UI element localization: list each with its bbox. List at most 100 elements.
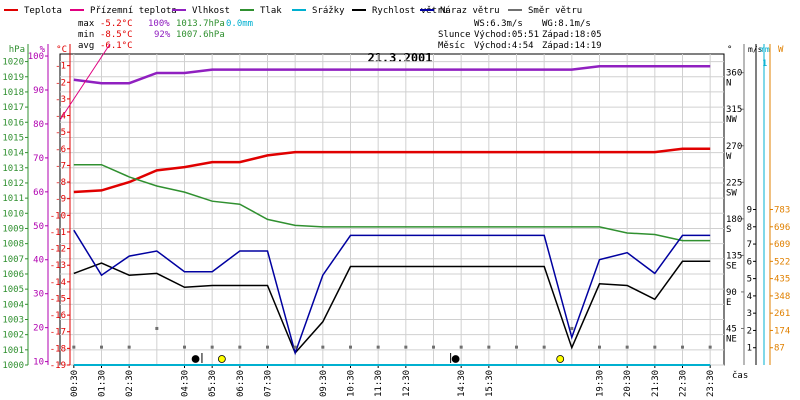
stats-block: max -5.2°C 100% 1013.7hPa 0.0mm min -8.5… (78, 19, 602, 51)
temperature-axis-tick-label: -1 (55, 62, 66, 72)
humidity-axis-label: % (40, 45, 46, 55)
speed-axis-label: m/s (748, 45, 763, 54)
temperature-axis-tick-label: -6 (55, 145, 66, 155)
pressure-axis-tick-label: 1000 (2, 361, 24, 371)
sun-label: Slunce (438, 30, 471, 40)
direction-tick-label: 135 (726, 251, 742, 261)
legend-label: Tlak (260, 6, 282, 16)
humidity-axis-tick-label: 100 (28, 52, 44, 62)
direction-tick-label: 90 (726, 288, 737, 298)
x-tick-label: 06:30 (236, 370, 246, 397)
x-tick-label: 00:30 (70, 370, 80, 397)
temperature-axis-tick-label: -3 (55, 95, 66, 105)
speed-tick-label: 7 (747, 240, 752, 250)
legend-item-prizemni-teplota: Přízemní teplota (70, 6, 177, 16)
legend-item-srazky: Srážky (292, 6, 345, 16)
sunrise-marker (217, 355, 226, 363)
temperature-axis-tick-label: -19 (50, 361, 66, 371)
direction-axis-label: ° (727, 45, 732, 55)
direction-point (321, 345, 325, 349)
ground-temp-line (59, 43, 111, 121)
speed-tick-label: 6 (747, 257, 752, 267)
x-tick-label: 09:30 (319, 370, 329, 397)
stat-max-hum: 100% (148, 19, 170, 29)
direction-tick-dir: NE (726, 334, 737, 344)
humidity-axis-tick-label: 20 (33, 324, 44, 334)
legend-item-rychlost-vetru: Rychlost větru (352, 6, 448, 16)
wind-wg: WG:8.1m/s (542, 19, 591, 29)
legend-label: Rychlost větru (372, 6, 448, 16)
stat-min-hum: 92% (154, 30, 171, 40)
humidity-axis-tick-label: 40 (33, 256, 44, 266)
x-tick-label: 04:30 (181, 370, 191, 397)
moon-rise: Východ:4:54 (474, 41, 534, 51)
sun-set: Západ:18:05 (542, 30, 602, 40)
radiation-tick-label: 348 (774, 292, 790, 302)
radiation-tick-label: 261 (774, 309, 790, 319)
direction-tick-dir: E (726, 298, 731, 308)
direction-tick-dir: SW (726, 188, 737, 198)
humidity-axis-tick-label: 60 (33, 188, 44, 198)
direction-point (459, 345, 463, 349)
x-axis-label: čas (732, 370, 748, 381)
pressure-axis-tick-label: 1004 (2, 300, 24, 310)
pressure-axis-tick-label: 1016 (2, 118, 24, 128)
direction-point (349, 345, 352, 349)
stat-min-temp: -8.5°C (100, 30, 133, 40)
humidity-axis-tick-label: 30 (33, 290, 44, 300)
temperature-axis-tick-label: -8 (55, 178, 66, 188)
radiation-tick-label: 783 (774, 206, 790, 216)
radiation-tick-label: 696 (774, 223, 790, 233)
chart-title: 21.3.2001 (367, 51, 432, 65)
direction-point (681, 345, 684, 349)
direction-tick-dir: SE (726, 261, 737, 271)
direction-point (210, 345, 214, 349)
pressure-axis-tick-label: 1005 (2, 285, 24, 295)
x-tick-label: 11:30 (374, 370, 384, 397)
temperature-axis-tick-label: -17 (50, 328, 66, 338)
temperature-axis-label: °C (56, 45, 67, 55)
x-tick-label: 23:30 (706, 370, 716, 397)
series-layer (72, 64, 712, 366)
radiation-tick-label: 435 (774, 275, 790, 285)
legend-item-vlhkost: Vlhkost (172, 6, 230, 16)
temperature-axis-tick-label: -15 (50, 294, 66, 304)
legend-item-naraz-vetru: Náraz větru (420, 6, 500, 16)
rain-tick-label: 1 (762, 59, 767, 69)
temperature-axis-tick-label: -5 (55, 128, 66, 138)
pressure-axis-tick-label: 1017 (2, 103, 24, 113)
x-tick-label: 19:30 (596, 370, 606, 397)
speed-tick-label: 4 (747, 292, 752, 302)
direction-tick-dir: W (726, 152, 732, 162)
x-tick-label: 07:30 (264, 370, 274, 397)
series-rychlost-větru (73, 260, 711, 355)
legend-item-teplota: Teplota (4, 6, 62, 16)
pressure-axis-tick-label: 1002 (2, 331, 24, 341)
extras-layer (59, 43, 565, 363)
legend-label: Směr větru (528, 6, 582, 16)
humidity-axis-tick-label: 90 (33, 86, 44, 96)
humidity-axis-tick-label: 80 (33, 120, 44, 130)
legend-label: Vlhkost (192, 6, 230, 16)
stat-max-press: 1013.7hPa (176, 19, 225, 29)
speed-tick-label: 1 (747, 344, 752, 354)
direction-point (100, 345, 103, 349)
pressure-axis-tick-label: 1001 (2, 346, 24, 356)
direction-point (598, 345, 601, 349)
pressure-axis-tick-label: 1011 (2, 194, 24, 204)
grid (59, 53, 725, 366)
direction-tick-label: 225 (726, 178, 742, 188)
direction-tick-label: 315 (726, 105, 742, 115)
speed-tick-label: 8 (747, 223, 752, 233)
x-tick-label: 22:30 (679, 370, 689, 397)
legend-label: Teplota (24, 6, 62, 16)
direction-tick-dir: NW (726, 115, 737, 125)
direction-point (376, 345, 380, 349)
direction-point (570, 326, 574, 330)
stat-max-label: max (78, 19, 95, 29)
pressure-axis-tick-label: 1007 (2, 255, 24, 265)
series-náraz-větru (73, 229, 711, 356)
stat-max-rain: 0.0mm (226, 19, 253, 29)
moon-label: Měsíc (438, 41, 465, 51)
